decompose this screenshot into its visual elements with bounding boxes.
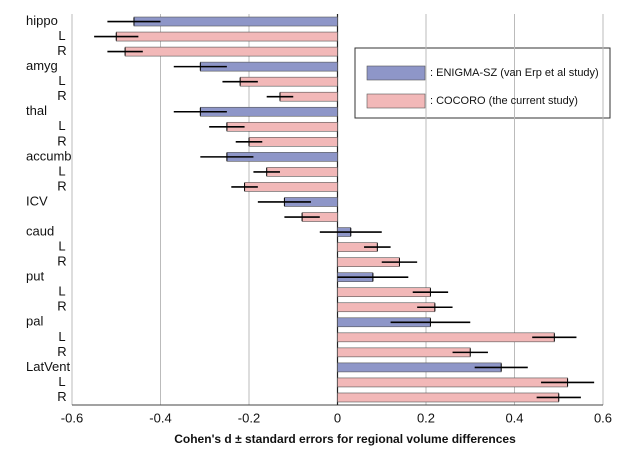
y-tick-label: R [57,133,66,148]
y-tick-label: amyg [26,58,58,73]
x-tick-label: -0.2 [238,410,260,425]
bar [244,182,338,192]
x-tick-label: 0 [334,410,341,425]
bar [133,16,338,27]
y-tick-label: R [57,344,66,359]
y-tick-label: L [58,239,65,254]
y-tick-label: thal [26,103,47,118]
x-axis-label: Cohen's d ± standard errors for regional… [174,432,516,446]
y-tick-label: accumb [26,148,72,163]
x-tick-label: 0.6 [594,410,612,425]
y-tick-label: R [57,43,66,58]
bar [115,31,338,42]
y-tick-label: L [58,163,65,178]
y-tick-label: caud [26,223,54,238]
y-tick-label: L [58,73,65,88]
x-tick-label: -0.6 [61,410,83,425]
legend-label: : COCORO (the current study) [430,95,578,107]
bar [337,377,568,388]
y-tick-label: L [58,284,65,299]
bar [124,46,338,57]
y-tick-label: R [57,389,66,404]
y-tick-label: pal [26,314,43,329]
y-tick-label: ICV [26,193,48,208]
legend-label: : ENIGMA-SZ (van Erp et al study) [430,67,599,79]
x-tick-label: 0.2 [417,410,435,425]
y-tick-label: L [58,118,65,133]
legend-swatch [366,65,426,81]
y-tick-label: R [57,178,66,193]
y-tick-label: R [57,299,66,314]
bar [337,332,555,343]
y-tick-label: LatVent [26,359,70,374]
x-tick-label: -0.4 [149,410,171,425]
y-tick-label: L [58,28,65,43]
y-tick-label: L [58,329,65,344]
y-tick-label: L [58,374,65,389]
y-tick-label: R [57,254,66,269]
legend-swatch [366,93,426,109]
y-tick-label: put [26,269,44,284]
y-tick-label: R [57,88,66,103]
y-tick-label: hippo [26,13,58,28]
bar [337,392,560,403]
x-tick-label: 0.4 [505,410,523,425]
bar [337,347,471,358]
